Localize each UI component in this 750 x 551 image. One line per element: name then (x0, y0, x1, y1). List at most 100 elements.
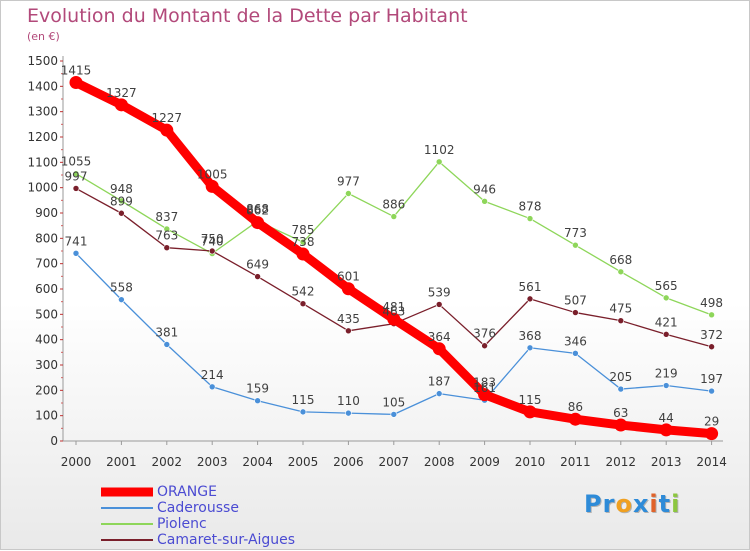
x-tick-label: 2007 (379, 455, 410, 469)
data-label-piolenc: 977 (337, 174, 360, 188)
data-point-piolenc (390, 213, 398, 220)
data-label-camaret-sur-aigues: 997 (65, 169, 88, 183)
x-tick-label: 2013 (651, 455, 682, 469)
data-label-orange: 63 (613, 406, 628, 420)
data-point-orange (659, 423, 673, 437)
data-point-caderousse (708, 387, 715, 395)
x-tick-label: 2008 (424, 455, 455, 469)
data-point-caderousse (72, 249, 80, 257)
data-label-piolenc: 946 (473, 182, 496, 196)
data-point-camaret-sur-aigues (345, 327, 352, 335)
data-label-caderousse: 110 (337, 394, 360, 408)
legend-label: Camaret-sur-Aigues (157, 532, 296, 548)
y-tick-label: 300 (35, 358, 58, 372)
y-tick-label: 600 (35, 282, 58, 296)
data-point-orange (205, 179, 219, 193)
x-tick-label: 2000 (61, 455, 92, 469)
y-tick-label: 900 (35, 206, 58, 220)
y-tick-label: 1400 (27, 79, 58, 93)
data-point-caderousse (662, 382, 670, 389)
data-label-orange: 115 (519, 393, 542, 407)
data-point-orange (478, 388, 492, 402)
data-point-piolenc (708, 311, 715, 319)
x-tick-label: 2014 (696, 455, 727, 469)
data-point-caderousse (254, 397, 261, 405)
data-label-caderousse: 741 (65, 234, 88, 248)
data-label-caderousse: 115 (292, 393, 315, 407)
data-label-camaret-sur-aigues: 475 (609, 302, 632, 316)
data-point-caderousse (118, 296, 125, 303)
data-point-piolenc (345, 190, 352, 197)
data-point-orange (705, 427, 719, 441)
data-label-camaret-sur-aigues: 539 (428, 285, 451, 299)
data-label-piolenc: 498 (700, 296, 723, 310)
data-label-piolenc: 837 (155, 210, 178, 224)
data-point-piolenc (163, 225, 171, 233)
y-tick-label: 0 (50, 434, 58, 448)
data-label-orange: 1005 (197, 167, 228, 181)
data-point-caderousse (208, 383, 216, 391)
y-tick-label: 800 (35, 231, 58, 245)
data-point-camaret-sur-aigues (208, 247, 216, 255)
brand-logo: Proxiti (584, 490, 680, 518)
legend-item-orange: ORANGE (101, 484, 295, 500)
data-point-orange (69, 76, 83, 90)
data-label-camaret-sur-aigues: 542 (292, 285, 315, 299)
data-label-orange: 1415 (61, 64, 92, 78)
data-point-piolenc (118, 197, 125, 205)
data-point-orange (341, 282, 355, 296)
x-tick-label: 2003 (197, 455, 228, 469)
logo-letter: P (584, 490, 603, 518)
data-point-piolenc (299, 238, 307, 246)
data-label-piolenc: 868 (246, 202, 269, 216)
x-tick-label: 2011 (560, 455, 591, 469)
data-label-caderousse: 558 (110, 281, 133, 295)
x-tick-label: 2001 (106, 455, 137, 469)
logo-letter: x (632, 490, 650, 518)
y-tick-label: 1000 (27, 181, 58, 195)
x-tick-label: 2009 (469, 455, 500, 469)
data-label-orange: 1227 (152, 111, 183, 125)
data-label-caderousse: 346 (564, 334, 587, 348)
data-label-caderousse: 381 (155, 325, 178, 339)
data-point-orange (251, 216, 265, 230)
data-label-caderousse: 105 (382, 395, 405, 409)
data-label-camaret-sur-aigues: 435 (337, 312, 360, 326)
y-tick-label: 1300 (27, 105, 58, 119)
x-tick-label: 2012 (606, 455, 637, 469)
data-point-caderousse (390, 411, 398, 418)
data-point-orange (160, 123, 174, 137)
data-label-camaret-sur-aigues: 899 (110, 194, 133, 208)
data-label-piolenc: 1102 (424, 143, 455, 157)
data-label-orange: 44 (659, 411, 674, 425)
x-tick-label: 2005 (288, 455, 319, 469)
data-label-camaret-sur-aigues: 649 (246, 258, 269, 272)
data-label-piolenc: 1055 (61, 155, 92, 169)
data-label-caderousse: 219 (655, 367, 678, 381)
data-point-orange (614, 418, 628, 432)
data-label-caderousse: 368 (519, 329, 542, 343)
data-point-camaret-sur-aigues (481, 342, 488, 350)
y-tick-label: 500 (35, 307, 58, 321)
legend-swatch (101, 539, 153, 541)
data-label-orange: 364 (428, 330, 451, 344)
data-label-camaret-sur-aigues: 507 (564, 294, 587, 308)
data-point-camaret-sur-aigues (617, 317, 625, 324)
data-point-camaret-sur-aigues (708, 343, 715, 351)
data-label-camaret-sur-aigues: 463 (382, 305, 405, 319)
data-point-orange (296, 247, 310, 261)
data-point-caderousse (526, 344, 534, 352)
x-tick-label: 2004 (242, 455, 273, 469)
y-tick-label: 700 (35, 257, 58, 271)
data-point-camaret-sur-aigues (662, 331, 670, 338)
data-label-caderousse: 214 (201, 368, 224, 382)
data-point-camaret-sur-aigues (163, 244, 171, 252)
x-tick-label: 2010 (515, 455, 546, 469)
data-point-caderousse (617, 385, 625, 393)
data-label-orange: 862 (246, 204, 269, 218)
data-label-caderousse: 197 (700, 372, 723, 386)
y-tick-label: 1100 (27, 155, 58, 169)
data-label-camaret-sur-aigues: 561 (519, 280, 542, 294)
